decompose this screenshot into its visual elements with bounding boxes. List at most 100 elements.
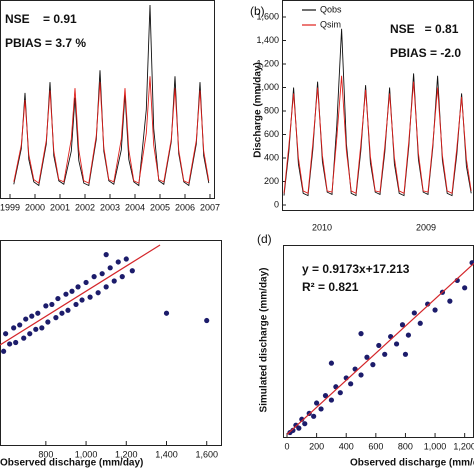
scatter-point [21,335,27,341]
scatter-point [447,298,453,304]
annotation: y = 0.9173x+17.213 [302,262,410,276]
scatter-point [33,326,39,332]
annotation: PBIAS = 3.7 % [5,36,86,50]
x-tick-label: 1,000 [75,449,98,459]
x-tick-label: 2005 [150,202,170,212]
scatter-point [11,325,17,331]
x-tick-label: 200 [309,441,324,451]
scatter-point [405,332,412,338]
scatter-point [322,393,329,399]
scatter-point [23,316,29,322]
scatter-point [376,342,382,349]
scatter-point [29,313,35,319]
scatter-point [7,341,13,347]
y-tick-label: 0 [274,199,279,209]
x-axis-label: Observed discharge (mm/day) [350,458,474,469]
scatter-point [425,301,431,307]
y-tick-label: 1,600 [256,11,279,21]
x-tick-label: 2001 [50,202,70,212]
scatter-point [119,274,125,280]
x-tick-label: 2003 [100,202,120,212]
y-axis-label: Discharge (mm/day) [253,62,264,158]
scatter-point [382,351,388,357]
scatter-point [163,310,170,316]
x-tick-label: 2002 [75,202,95,212]
x-tick-label: 1,000 [424,441,447,451]
scatter-point [296,425,302,431]
y-tick-label: 1,200 [256,58,279,68]
scatter-point [103,252,109,258]
scatter-point [79,297,85,303]
scatter-point [45,319,51,325]
annotation: NSE = 0.91 [5,12,77,26]
scatter-point [417,320,423,326]
x-tick-label: 800 [38,449,53,459]
x-tick-label: 2007 [200,202,220,212]
scatter-point [402,351,409,357]
x-tick-label: 1999 [0,202,20,212]
scatter-point [17,322,23,328]
scatter-point [348,381,354,387]
panel-label: (b) [250,4,265,18]
scatter-point [328,360,335,366]
plot-frame [0,240,222,446]
x-tick-label: 800 [398,441,413,451]
scatter-point [318,406,324,412]
annotation: PBIAS = -2.0 [390,46,461,60]
scatter-point [107,265,113,271]
scatter-point [311,413,317,419]
scatter-point [411,310,417,316]
legend-label: Qobs [320,4,342,14]
y-tick-label: 1,000 [256,82,279,92]
scatter-point [364,354,370,360]
scatter-point [432,307,438,313]
scatter-point [103,284,109,290]
series-line [13,76,210,184]
scatter-point [462,285,468,291]
legend-label: Qsim [320,19,341,29]
x-axis-label: Observed discharge (mm/day) [0,458,143,469]
scatter-point [13,339,19,346]
plot-frame [0,0,215,199]
scatter-point [95,290,101,296]
y-tick-label: 600 [264,129,279,139]
scatter-point [358,331,364,337]
scatter-point [3,331,9,337]
scatter-point [358,372,364,378]
panel-label: (d) [257,232,272,246]
scatter-point [399,322,406,328]
scatter-point [73,301,79,308]
scatter-point [55,295,61,302]
scatter-point [204,317,210,324]
scatter-point [302,421,308,427]
scatter-point [59,310,65,316]
scatter-point [83,279,89,286]
scatter-point [91,274,97,280]
scatter-point [35,310,41,316]
scatter-point [39,325,45,331]
x-tick-label: 2000 [25,202,45,212]
scatter-point [115,259,121,265]
y-axis-label: Simulated discharge (mm/day) [259,267,270,412]
scatter-point [99,271,105,277]
x-tick-label: 1,200 [453,441,474,451]
scatter-point [53,315,59,321]
x-tick-label: 600 [368,441,383,451]
x-tick-label: 400 [339,441,354,451]
y-tick-label: 400 [264,152,279,162]
scatter-point [129,268,135,274]
x-tick-label: 2004 [125,202,145,212]
scatter-point [63,291,69,297]
scatter-point [370,362,376,368]
scatter-point [337,390,343,396]
x-tick-label: 1,600 [195,449,218,459]
scatter-point [1,348,7,354]
scatter-point [290,427,296,433]
y-tick-label: 1,400 [256,35,279,45]
scatter-point [299,416,305,422]
scatter-point [65,307,71,313]
scatter-point [43,303,49,309]
y-tick-label: 800 [264,105,279,115]
